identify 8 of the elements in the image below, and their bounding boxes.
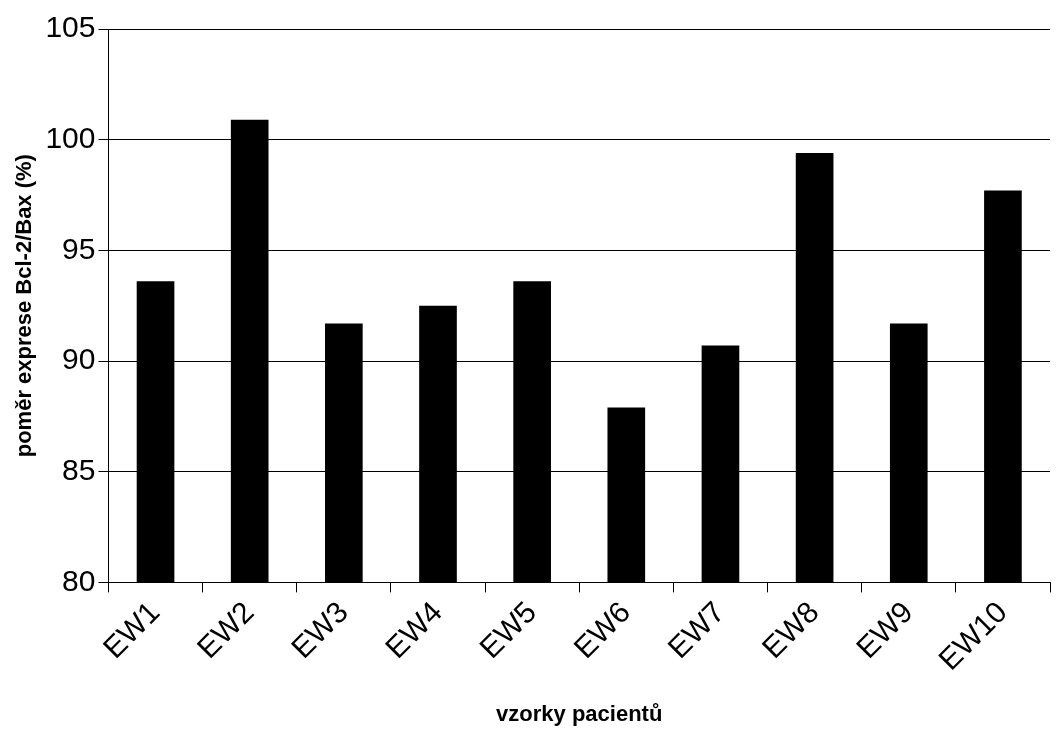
y-axis-title: poměr exprese Bcl-2/Bax (%) — [11, 154, 37, 458]
x-axis-title: vzorky pacientů — [496, 700, 663, 726]
y-tick-label: 105 — [45, 10, 96, 44]
y-tick-label: 100 — [45, 120, 96, 154]
y-tick-label: 80 — [62, 563, 96, 597]
y-tick-label: 95 — [62, 231, 96, 265]
y-tick-label: 90 — [62, 342, 96, 376]
y-tick-label: 85 — [62, 452, 96, 486]
